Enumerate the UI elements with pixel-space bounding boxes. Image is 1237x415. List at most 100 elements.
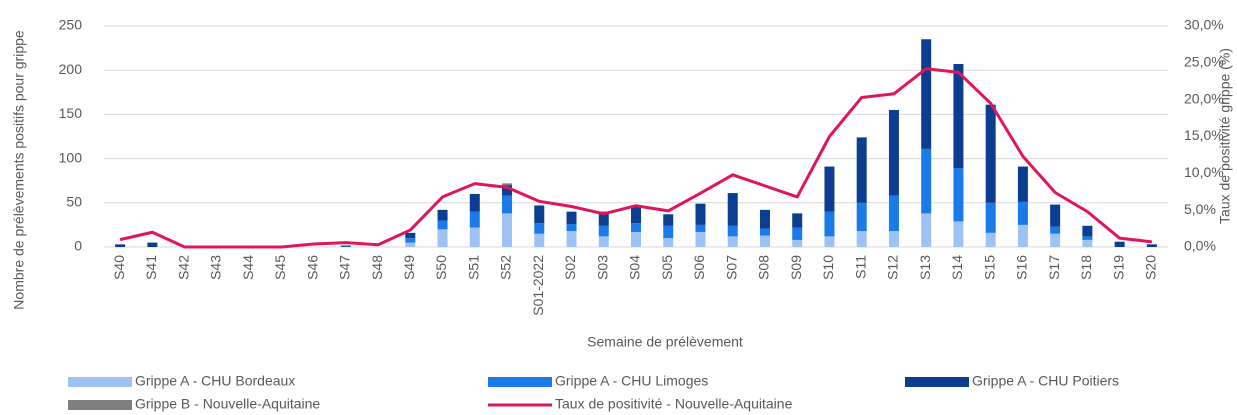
legend-label: Grippe A - CHU Limoges (555, 373, 708, 389)
bar-segment (1082, 239, 1093, 247)
bar-segment (792, 213, 803, 228)
bar-segment (631, 231, 641, 247)
x-tick-label: S06 (691, 255, 707, 280)
y2-tick-label: 5,0% (1184, 201, 1216, 217)
bar-segment (888, 109, 899, 196)
bar-segment (1114, 241, 1125, 247)
x-tick-label: S05 (659, 255, 675, 280)
x-tick-label: S08 (756, 255, 772, 280)
x-tick-label: S12 (885, 255, 901, 280)
bar-segment (502, 195, 513, 214)
bar-segment (502, 185, 513, 196)
bar-segment (469, 227, 480, 247)
y2-tick-label: 10,0% (1184, 164, 1224, 180)
x-axis-title: Semaine de prélèvement (587, 334, 743, 350)
bar-segment (695, 224, 706, 232)
x-tick-label: S19 (1110, 255, 1126, 280)
y2-tick-label: 0,0% (1184, 238, 1216, 254)
bar-segment (759, 228, 770, 236)
y2-tick-label: 30,0% (1184, 17, 1224, 33)
bar-segment (695, 231, 706, 247)
y-tick-label: 0 (74, 238, 82, 254)
bar-segment (727, 236, 738, 247)
bar-segment (1146, 244, 1157, 247)
x-tick-label: S46 (304, 255, 320, 280)
y2-axis-title: Taux de positivité grippe (%) (1217, 48, 1233, 224)
bar-segment (1050, 233, 1061, 247)
bar-segment (856, 137, 867, 203)
legend-swatch (68, 400, 132, 410)
bar-segment (405, 232, 416, 239)
bar-segment (469, 193, 480, 212)
y-tick-label: 250 (59, 17, 83, 33)
x-tick-label: S43 (208, 255, 224, 280)
x-tick-label: S04 (627, 255, 643, 280)
y-tick-label: 200 (59, 61, 83, 77)
bar-segment (953, 221, 964, 247)
bar-segment (566, 231, 577, 247)
x-tick-label: S01-2022 (530, 255, 546, 316)
bar-segment (598, 236, 609, 247)
bar-segment (631, 223, 641, 232)
y-tick-label: 50 (66, 194, 82, 210)
bar-segment (824, 236, 835, 247)
x-tick-label: S14 (949, 255, 965, 280)
bar-segment (502, 183, 513, 186)
bar-segment (759, 209, 770, 229)
bar-segment (598, 211, 609, 226)
bar-segment (1082, 236, 1093, 240)
bar-segment (1082, 225, 1093, 237)
bar-segment (727, 193, 738, 226)
x-tick-label: S40 (111, 255, 127, 280)
bar-segment (985, 232, 996, 247)
bar-segment (953, 168, 964, 222)
bar-segment (1017, 166, 1028, 202)
bar-segment (566, 224, 577, 232)
legend-swatch (488, 377, 552, 387)
bar-segment (921, 148, 932, 214)
x-tick-label: S07 (723, 255, 739, 280)
x-tick-label: S03 (594, 255, 610, 280)
bar-segment (437, 229, 448, 247)
bar-segment (1050, 226, 1061, 234)
x-tick-label: S16 (1014, 255, 1030, 280)
bar-segment (888, 231, 899, 247)
bar-segment (598, 225, 609, 237)
bar-segment (985, 104, 996, 203)
x-tick-label: S44 (240, 255, 256, 280)
bar-segment (340, 245, 351, 247)
bar-segment (1050, 204, 1061, 227)
x-tick-label: S10 (820, 255, 836, 280)
x-tick-label: S45 (272, 255, 288, 280)
bar-segment (437, 220, 448, 230)
legend-swatch (68, 377, 132, 387)
bar-segment (147, 242, 158, 247)
legend-label: Grippe A - CHU Bordeaux (135, 373, 295, 389)
bar-segment (953, 64, 964, 169)
line-series (119, 67, 1153, 249)
legend-swatch (905, 377, 969, 387)
bar-segment (534, 223, 545, 234)
bar-segment (469, 211, 480, 228)
bar-segment (566, 211, 577, 225)
x-tick-label: S51 (465, 255, 481, 280)
legend-label: Taux de positivité - Nouvelle-Aquitaine (555, 396, 793, 412)
y2-tick-label: 20,0% (1184, 90, 1224, 106)
bar-segment (888, 195, 899, 232)
x-tick-label: S18 (1078, 255, 1094, 280)
x-tick-label: S50 (433, 255, 449, 280)
x-tick-label: S13 (917, 255, 933, 280)
legend-label: Grippe A - CHU Poitiers (972, 373, 1119, 389)
bar-segment (1017, 224, 1028, 247)
bar-segment (663, 225, 674, 239)
y-tick-label: 150 (59, 105, 83, 121)
bar-segment (921, 39, 932, 149)
bar-segment (824, 166, 835, 212)
bar-segment (856, 202, 867, 232)
x-tick-label: S11 (852, 255, 868, 279)
y2-tick-label: 25,0% (1184, 54, 1224, 70)
bar-segment (792, 239, 803, 247)
x-tick-label: S52 (498, 255, 514, 280)
y2-tick-label: 15,0% (1184, 127, 1224, 143)
